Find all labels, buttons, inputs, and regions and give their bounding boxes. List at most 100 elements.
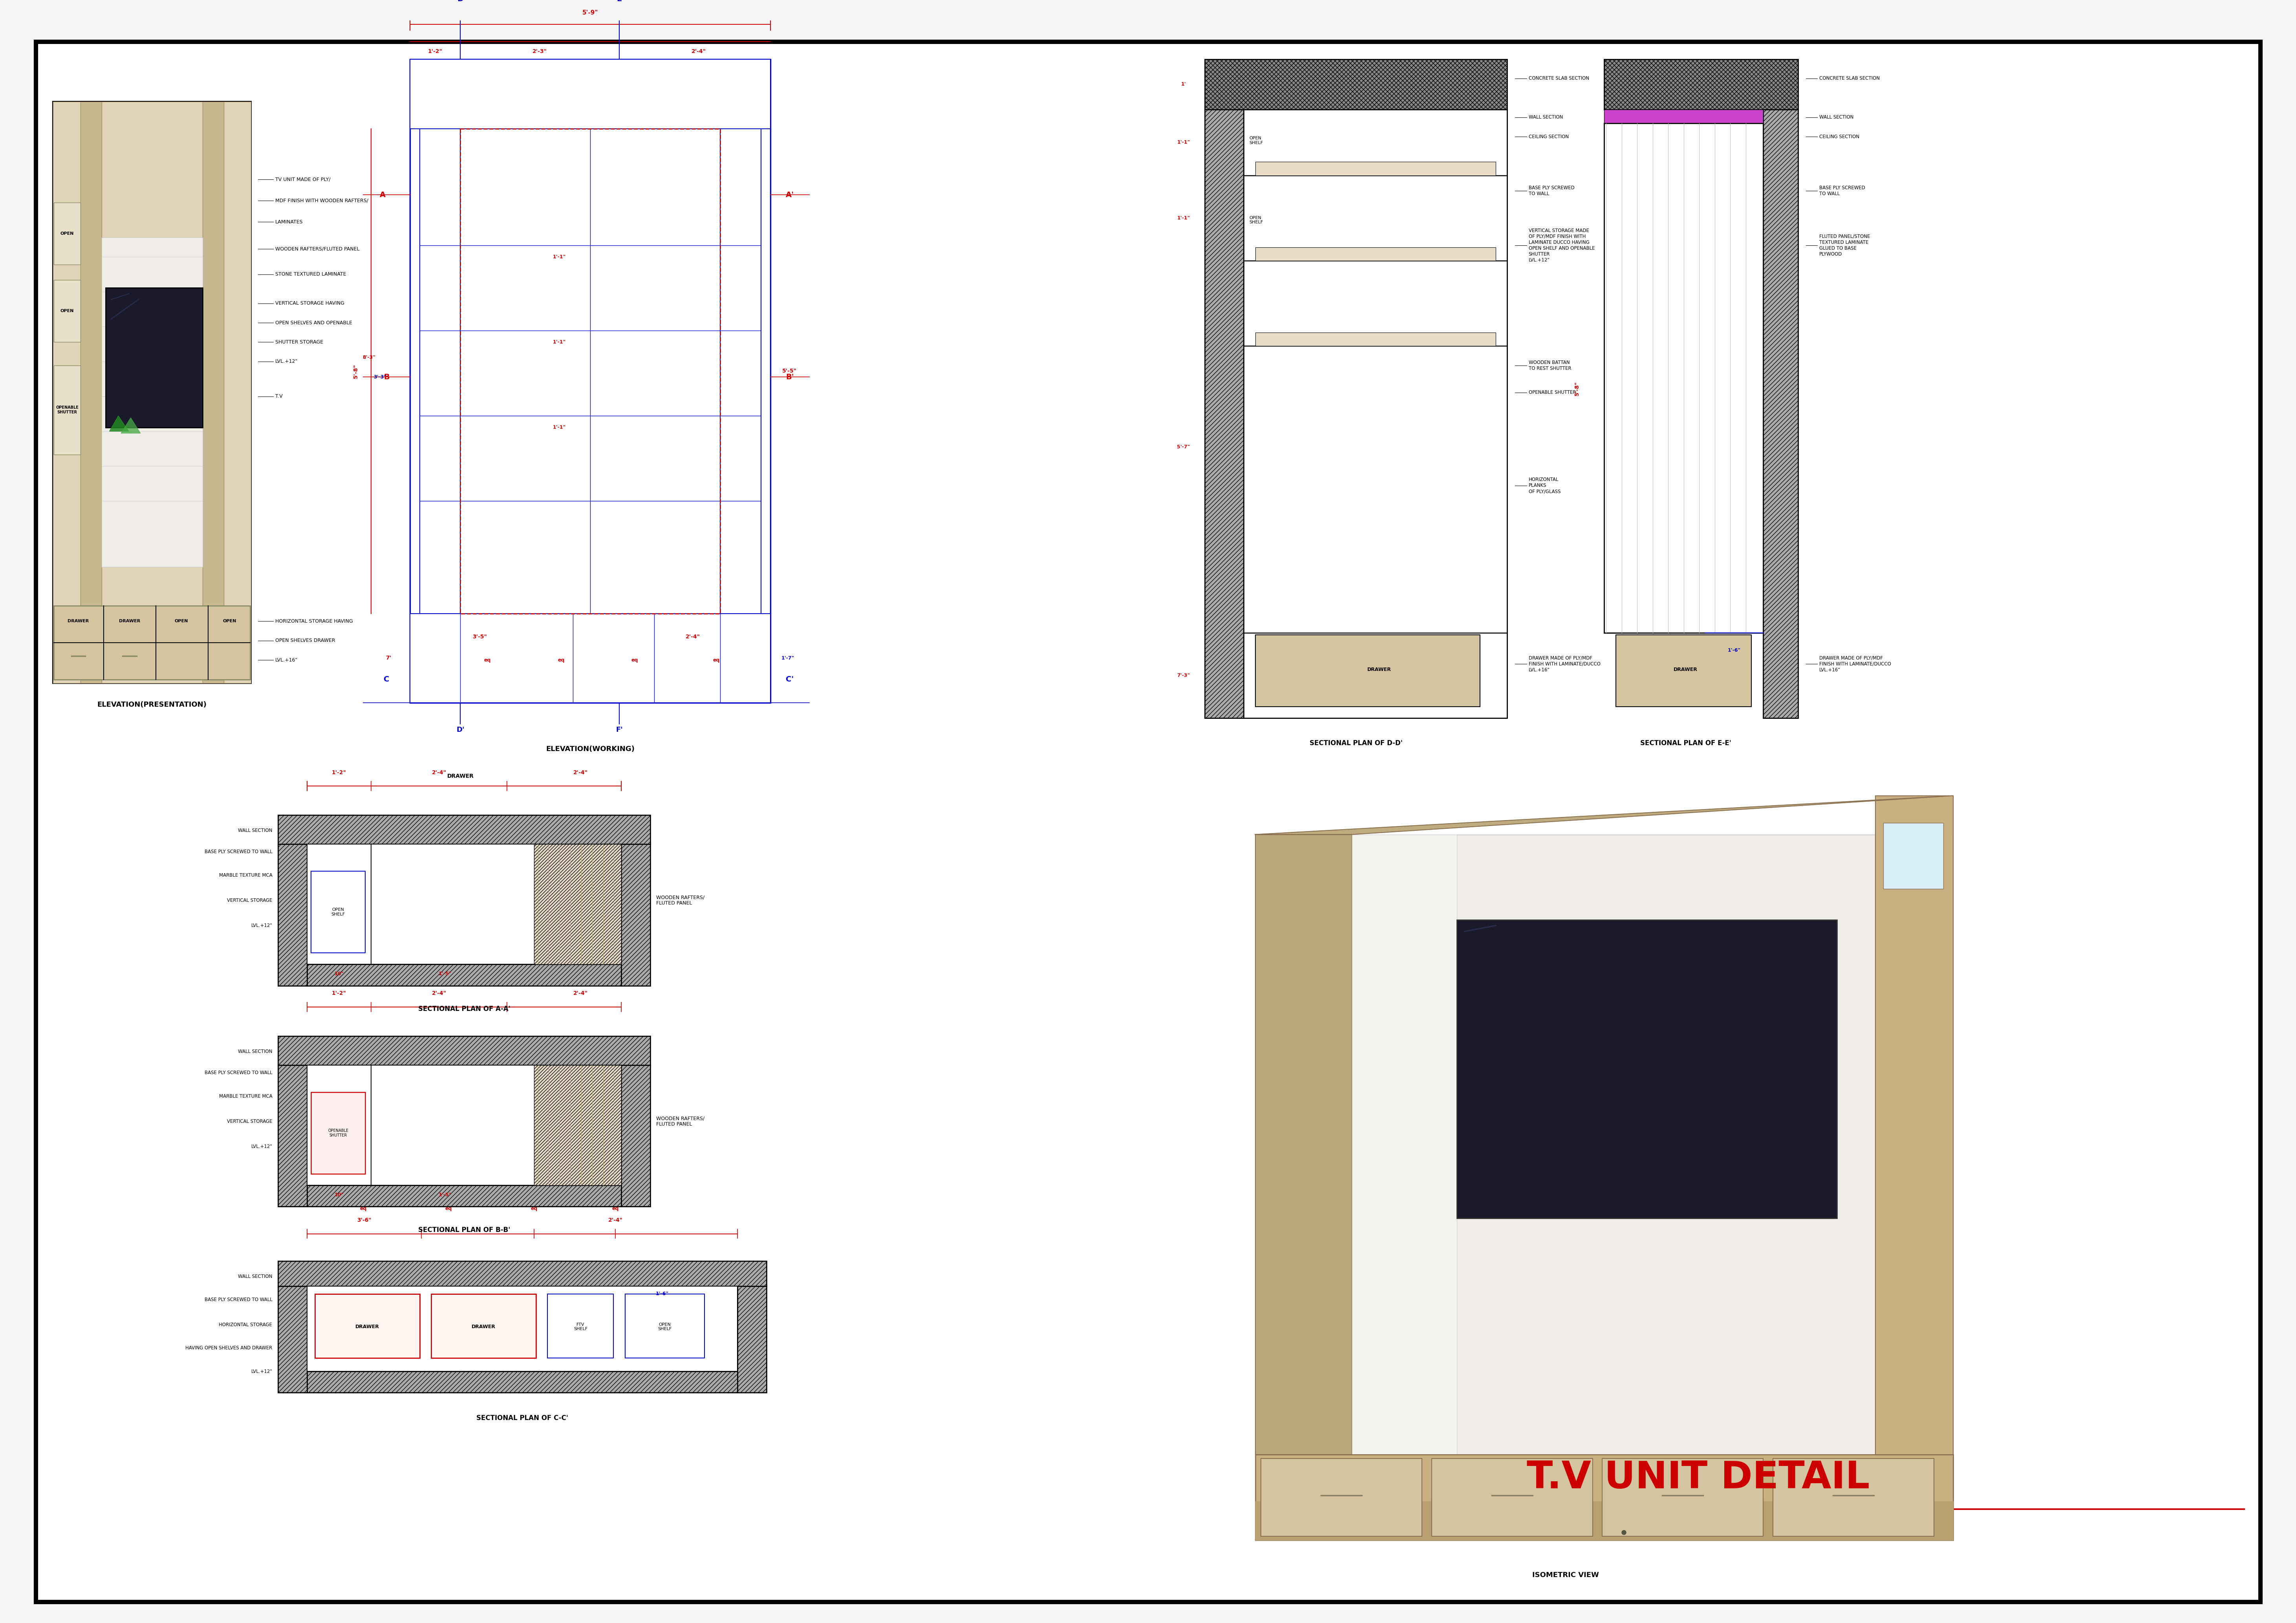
Text: WOODEN RAFTERS/
FLUTED PANEL: WOODEN RAFTERS/ FLUTED PANEL: [657, 894, 705, 906]
Text: 5'-9": 5'-9": [583, 10, 599, 16]
Text: WALL SECTION: WALL SECTION: [239, 1274, 273, 1279]
Bar: [622, 1065, 650, 1206]
Bar: [1414, 834, 1433, 1454]
Bar: [278, 1065, 308, 1206]
Text: 5'-5": 5'-5": [783, 368, 797, 373]
Bar: [1352, 834, 1382, 1454]
Text: CEILING SECTION: CEILING SECTION: [1529, 135, 1568, 140]
Text: WALL SECTION: WALL SECTION: [1529, 115, 1564, 120]
Text: C': C': [785, 675, 794, 683]
Text: ELEVATION(PRESENTATION): ELEVATION(PRESENTATION): [96, 701, 207, 708]
Text: OPEN
SHELF: OPEN SHELF: [1249, 136, 1263, 144]
Bar: [1382, 834, 1414, 1454]
Bar: [1433, 1459, 1593, 1535]
Text: DRAWER: DRAWER: [356, 1324, 379, 1329]
Text: 3'-6": 3'-6": [356, 1217, 372, 1224]
Bar: [308, 1285, 737, 1371]
Bar: [1773, 1459, 1933, 1535]
Text: SECTIONAL PLAN OF E-E': SECTIONAL PLAN OF E-E': [1639, 740, 1731, 747]
Text: OPEN SHELVES DRAWER: OPEN SHELVES DRAWER: [276, 638, 335, 643]
Bar: [278, 815, 650, 844]
Bar: [278, 1035, 650, 1065]
Bar: [53, 102, 80, 683]
Bar: [721, 68, 760, 693]
Bar: [1605, 123, 1763, 633]
Bar: [1256, 635, 1481, 706]
Bar: [411, 613, 771, 703]
Bar: [202, 102, 223, 683]
Bar: [308, 1185, 622, 1206]
Text: CONCRETE SLAB SECTION: CONCRETE SLAB SECTION: [1818, 76, 1880, 81]
Bar: [278, 844, 308, 985]
Text: 1'-1": 1'-1": [553, 425, 565, 430]
Text: BASE PLY SCREWED
TO WALL: BASE PLY SCREWED TO WALL: [1529, 185, 1575, 196]
Text: LVL.+12": LVL.+12": [250, 923, 273, 928]
Text: FTV
SHELF: FTV SHELF: [574, 1323, 588, 1331]
Bar: [1256, 333, 1495, 346]
Text: WOODEN BATTAN
TO REST SHUTTER: WOODEN BATTAN TO REST SHUTTER: [1529, 360, 1570, 372]
Text: 1'-7": 1'-7": [781, 656, 794, 661]
Text: DRAWER: DRAWER: [119, 620, 140, 623]
Text: DRAWER: DRAWER: [1368, 667, 1391, 672]
Bar: [535, 1065, 622, 1185]
Bar: [101, 102, 202, 683]
Text: eq: eq: [712, 657, 719, 662]
Text: D: D: [457, 0, 464, 3]
Text: WALL SECTION: WALL SECTION: [239, 1048, 273, 1053]
Text: VERTICAL STORAGE: VERTICAL STORAGE: [227, 898, 273, 902]
Bar: [411, 58, 771, 703]
Bar: [1876, 795, 1954, 1501]
Text: eq: eq: [631, 657, 638, 662]
Bar: [1205, 58, 1506, 109]
Bar: [310, 872, 365, 953]
Bar: [53, 102, 250, 683]
Text: STONE TEXTURED LAMINATE: STONE TEXTURED LAMINATE: [276, 271, 347, 278]
Polygon shape: [1256, 834, 1352, 1454]
Text: MDF FINISH WITH WOODEN RAFTERS/: MDF FINISH WITH WOODEN RAFTERS/: [276, 198, 367, 203]
Text: SECTIONAL PLAN OF D-D': SECTIONAL PLAN OF D-D': [1309, 740, 1403, 747]
Text: 8'-3": 8'-3": [363, 355, 377, 360]
Text: WALL SECTION: WALL SECTION: [239, 828, 273, 833]
Text: WOODEN RAFTERS/FLUTED PANEL: WOODEN RAFTERS/FLUTED PANEL: [276, 247, 360, 252]
Text: DRAWER: DRAWER: [448, 774, 473, 779]
Text: DRAWER MADE OF PLY/MDF
FINISH WITH LAMINATE/DUCCO
LVL.+16": DRAWER MADE OF PLY/MDF FINISH WITH LAMIN…: [1818, 656, 1892, 672]
Text: 7': 7': [386, 656, 390, 661]
Text: OPENABLE
SHUTTER: OPENABLE SHUTTER: [328, 1128, 349, 1138]
Bar: [53, 605, 250, 680]
Text: WOODEN RAFTERS/
FLUTED PANEL: WOODEN RAFTERS/ FLUTED PANEL: [657, 1117, 705, 1126]
Text: VERTICAL STORAGE: VERTICAL STORAGE: [227, 1118, 273, 1123]
Bar: [432, 1294, 535, 1358]
Bar: [411, 58, 771, 128]
Polygon shape: [110, 415, 129, 432]
Text: 1'-6": 1'-6": [654, 1292, 668, 1297]
Text: 2'-4": 2'-4": [574, 990, 588, 997]
Text: 1'-5": 1'-5": [439, 972, 452, 977]
Text: E: E: [618, 0, 622, 3]
Bar: [1605, 58, 1798, 109]
Bar: [1883, 823, 1942, 889]
Text: 1'-1": 1'-1": [553, 339, 565, 344]
Polygon shape: [1256, 795, 1954, 834]
Text: eq: eq: [360, 1206, 367, 1211]
Text: 1'-1": 1'-1": [553, 255, 565, 260]
Text: 10": 10": [335, 972, 344, 977]
Text: eq: eq: [530, 1206, 537, 1211]
Polygon shape: [122, 417, 140, 433]
Text: 7'-3": 7'-3": [1178, 674, 1189, 678]
Bar: [1256, 247, 1495, 261]
Text: SECTIONAL PLAN OF A-A': SECTIONAL PLAN OF A-A': [418, 1005, 510, 1013]
Text: CONCRETE SLAB SECTION: CONCRETE SLAB SECTION: [1529, 76, 1589, 81]
Bar: [1352, 834, 1954, 1454]
Text: FLUTED PANEL/STONE
TEXTURED LAMINATE
GLUED TO BASE
PLYWOOD: FLUTED PANEL/STONE TEXTURED LAMINATE GLU…: [1818, 234, 1871, 256]
Bar: [1256, 162, 1495, 175]
Text: OPEN
SHELF: OPEN SHELF: [1249, 216, 1263, 224]
Bar: [622, 844, 650, 985]
Text: OPEN: OPEN: [60, 308, 73, 313]
Bar: [459, 128, 721, 613]
Text: T.V: T.V: [276, 394, 282, 399]
Text: CEILING SECTION: CEILING SECTION: [1818, 135, 1860, 140]
Bar: [1205, 109, 1244, 717]
Text: 2'-4": 2'-4": [687, 635, 700, 639]
Text: 3'-3": 3'-3": [374, 375, 386, 380]
Text: HAVING OPEN SHELVES AND DRAWER: HAVING OPEN SHELVES AND DRAWER: [186, 1345, 273, 1350]
